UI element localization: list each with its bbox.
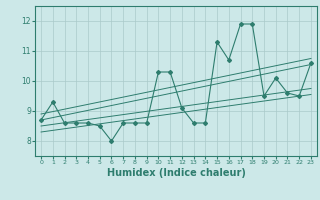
X-axis label: Humidex (Indice chaleur): Humidex (Indice chaleur) — [107, 168, 245, 178]
